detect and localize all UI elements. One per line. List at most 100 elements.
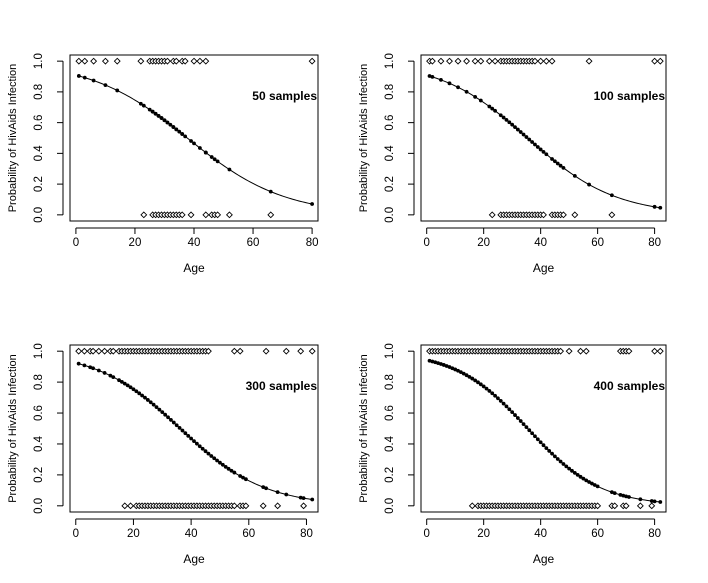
observed-zero-point	[488, 211, 496, 219]
observed-one-point	[196, 57, 204, 65]
observed-one-point	[181, 57, 189, 65]
fitted-point	[493, 108, 497, 113]
fitted-point	[160, 410, 165, 415]
y-tick-label: 0.6	[384, 405, 396, 421]
x-axis-title: Age	[533, 552, 555, 566]
x-tick-label: 0	[73, 237, 79, 249]
fitted-point	[183, 431, 188, 436]
observed-one-point	[656, 347, 664, 355]
observed-one-point	[95, 347, 103, 355]
fitted-point	[310, 497, 315, 502]
fitted-point	[461, 371, 466, 376]
x-tick-label: 20	[477, 237, 490, 249]
fitted-point	[515, 127, 520, 132]
fitted-point	[137, 391, 142, 396]
x-axis-title: Age	[183, 261, 205, 275]
observed-zero-point	[648, 502, 656, 510]
fitted-point	[581, 476, 586, 481]
fitted-point	[88, 365, 93, 370]
fitted-point	[439, 77, 443, 82]
fitted-point	[103, 83, 108, 87]
observed-one-point	[585, 57, 593, 65]
observed-zero-point	[178, 211, 186, 219]
y-tick-label: 0.2	[33, 467, 45, 483]
fitted-point	[102, 371, 107, 375]
observed-one-point	[75, 57, 83, 65]
fitted-point	[521, 132, 526, 137]
fitted-point	[561, 462, 566, 466]
observed-zero-point	[611, 502, 619, 510]
fitted-point	[76, 361, 81, 366]
x-tick-label: 0	[423, 237, 429, 249]
y-tick-label: 0.4	[384, 145, 396, 162]
y-tick-label: 0.2	[384, 467, 396, 483]
fitted-point	[521, 422, 526, 426]
fitted-point	[652, 499, 657, 504]
fitted-point	[498, 113, 503, 118]
fitted-point	[82, 75, 87, 80]
observed-zero-point	[608, 211, 616, 219]
fitted-point	[162, 118, 167, 123]
fitted-point	[638, 497, 643, 502]
fitted-point	[241, 475, 245, 480]
fitted-point	[310, 202, 314, 206]
fitted-point	[527, 137, 532, 142]
fitted-point	[143, 395, 147, 400]
fitted-point	[177, 425, 182, 430]
x-tick-label: 60	[242, 528, 255, 540]
fitted-point	[487, 104, 492, 109]
fitted-point	[212, 157, 217, 162]
observed-one-point	[582, 347, 590, 355]
fitted-point	[180, 132, 185, 136]
panel-400-samples: 0 20 40 60 80 Age 0.0 0.2 0.4 0.6 0.8 1.0 Probabilit…	[358, 343, 667, 566]
fitted-point	[298, 495, 303, 500]
fitted-point	[430, 359, 435, 364]
fitted-point	[218, 460, 222, 465]
fitted-point	[301, 496, 306, 501]
observed-zero-point	[121, 502, 129, 510]
observed-one-point	[75, 347, 83, 355]
fitted-point	[572, 471, 577, 475]
fitted-point	[484, 386, 489, 391]
fitted-point	[595, 484, 600, 489]
y-tick-label: 0.8	[384, 84, 396, 100]
fitted-point	[470, 376, 475, 381]
observed-zero-point	[187, 211, 195, 219]
fitted-point	[209, 454, 214, 458]
fitted-point	[558, 459, 563, 464]
observed-one-point	[548, 57, 556, 65]
y-tick-label: 0.0	[384, 207, 396, 223]
fitted-point	[169, 418, 173, 422]
y-tick-label: 0.0	[33, 207, 45, 223]
observed-one-point	[113, 57, 121, 65]
fitted-point	[621, 493, 626, 498]
observed-one-point	[204, 347, 212, 355]
observed-one-point	[565, 347, 573, 355]
observed-zero-point	[267, 211, 275, 219]
fitted-point	[238, 474, 243, 478]
observed-one-point	[163, 57, 171, 65]
plot-frame	[69, 344, 319, 513]
fitted-point	[533, 142, 537, 147]
fitted-point	[220, 462, 225, 467]
fitted-point	[186, 433, 191, 438]
observed-zero-point	[127, 502, 134, 510]
fitted-point	[547, 449, 552, 453]
fitted-point	[513, 125, 517, 130]
fitted-point	[198, 146, 202, 150]
fitted-point	[450, 366, 455, 371]
fitted-point	[507, 407, 512, 412]
fitted-point	[212, 456, 217, 461]
observed-zero-point	[259, 502, 267, 510]
observed-one-point	[557, 347, 565, 355]
observed-zero-point	[140, 211, 148, 219]
fitted-point	[570, 468, 574, 473]
fitted-point	[183, 134, 188, 139]
y-axis-title: Probability of HivAids Infection	[7, 354, 19, 503]
x-tick-label: 60	[591, 237, 604, 249]
observed-one-point	[651, 347, 659, 355]
observed-one-point	[446, 57, 453, 65]
fitted-point	[261, 485, 266, 490]
fitted-point	[244, 477, 248, 482]
fitted-point	[478, 382, 483, 387]
